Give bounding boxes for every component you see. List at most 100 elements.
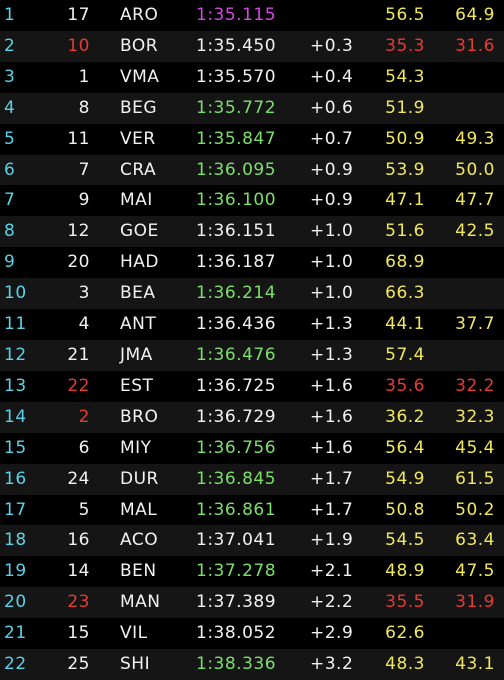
s1-cell: 47.1 (385, 190, 425, 211)
time-cell: 1:35.847 (196, 128, 277, 149)
timing-row: 15 6 MIY 1:36.756 +1.6 56.4 45.4 (0, 432, 504, 464)
pos-cell: 5 (4, 128, 16, 149)
pos-cell: 18 (4, 530, 27, 551)
s2-cell: 64.9 (455, 5, 495, 25)
s2-cell: 32.3 (455, 406, 495, 427)
gap-cell: +0.9 (310, 159, 354, 180)
timing-row: 20 23 MAN 1:37.389 +2.2 35.5 31.9 (0, 587, 504, 619)
s1-cell: 56.5 (385, 5, 425, 25)
timing-row: 2 10 BOR 1:35.450 +0.3 35.3 31.6 (0, 30, 504, 62)
driver-cell: SHI (120, 654, 151, 675)
pos-cell: 6 (4, 159, 16, 180)
s2-cell: 43.1 (455, 654, 495, 675)
s1-cell: 35.5 (385, 592, 425, 613)
gap-cell: +0.9 (310, 190, 354, 211)
s2-cell: 50.2 (455, 499, 495, 520)
gap-cell: +2.2 (310, 592, 354, 613)
pos-cell: 20 (4, 592, 27, 613)
timing-row: 7 9 MAI 1:36.100 +0.9 47.1 47.7 (0, 185, 504, 217)
driver-cell: MIY (120, 437, 152, 458)
s2-cell: 31.9 (455, 592, 495, 613)
num-cell: 1 (78, 66, 90, 87)
gap-cell: +0.7 (310, 128, 354, 149)
driver-cell: HAD (120, 252, 160, 273)
num-cell: 16 (67, 530, 90, 551)
time-cell: 1:36.095 (196, 159, 277, 180)
driver-cell: BEN (120, 561, 157, 582)
gap-cell: +1.0 (310, 221, 354, 242)
time-cell: 1:36.845 (196, 468, 277, 489)
driver-cell: BEA (120, 283, 156, 304)
time-cell: 1:35.570 (196, 66, 277, 87)
timing-row: 18 16 ACO 1:37.041 +1.9 54.5 63.4 (0, 525, 504, 557)
s1-cell: 56.4 (385, 437, 425, 458)
num-cell: 22 (67, 375, 90, 396)
time-cell: 1:38.052 (196, 623, 277, 644)
gap-cell: +1.3 (310, 314, 354, 335)
s2-cell: 61.5 (455, 468, 495, 489)
pos-cell: 4 (4, 97, 16, 118)
s1-cell: 68.9 (385, 252, 425, 273)
gap-cell: +1.3 (310, 345, 354, 365)
driver-cell: EST (120, 375, 154, 396)
s1-cell: 51.6 (385, 221, 425, 242)
time-cell: 1:36.436 (196, 314, 277, 335)
s1-cell: 66.3 (385, 283, 425, 304)
s2-cell: 49.3 (455, 128, 495, 149)
driver-cell: ACO (120, 530, 159, 551)
num-cell: 5 (78, 499, 90, 520)
driver-cell: BRO (120, 406, 159, 427)
time-cell: 1:36.187 (196, 252, 277, 273)
driver-cell: ARO (120, 5, 159, 25)
timing-row: 22 25 SHI 1:38.336 +3.2 48.3 43.1 (0, 649, 504, 680)
driver-cell: DUR (120, 468, 159, 489)
timing-row: 3 1 VMA 1:35.570 +0.4 54.3 (0, 61, 504, 93)
num-cell: 23 (67, 592, 90, 613)
s2-cell: 32.2 (455, 375, 495, 396)
gap-cell: +1.7 (310, 468, 354, 489)
s2-cell: 50.0 (455, 159, 495, 180)
s1-cell: 62.6 (385, 623, 425, 644)
s1-cell: 51.9 (385, 97, 425, 118)
num-cell: 9 (78, 190, 90, 211)
timing-row: 1 17 ARO 1:35.115 56.5 64.9 (0, 0, 504, 31)
driver-cell: GOE (120, 221, 159, 242)
driver-cell: VIL (120, 623, 148, 644)
time-cell: 1:36.729 (196, 406, 277, 427)
num-cell: 2 (78, 406, 90, 427)
gap-cell: +3.2 (310, 654, 354, 675)
time-cell: 1:35.772 (196, 97, 277, 118)
driver-cell: MAI (120, 190, 153, 211)
gap-cell: +1.9 (310, 530, 354, 551)
num-cell: 11 (67, 128, 90, 149)
timing-row: 14 2 BRO 1:36.729 +1.6 36.2 32.3 (0, 401, 504, 433)
s2-cell: 31.6 (455, 35, 495, 56)
pos-cell: 13 (4, 375, 27, 396)
pos-cell: 17 (4, 499, 27, 520)
pos-cell: 10 (4, 283, 27, 304)
s1-cell: 50.8 (385, 499, 425, 520)
timing-row: 4 8 BEG 1:35.772 +0.6 51.9 (0, 92, 504, 124)
time-cell: 1:36.756 (196, 437, 277, 458)
gap-cell: +2.1 (310, 561, 354, 582)
timing-row: 5 11 VER 1:35.847 +0.7 50.9 49.3 (0, 123, 504, 155)
timing-row: 6 7 CRA 1:36.095 +0.9 53.9 50.0 (0, 154, 504, 186)
timing-row: 19 14 BEN 1:37.278 +2.1 48.9 47.5 (0, 556, 504, 588)
timing-row: 21 15 VIL 1:38.052 +2.9 62.6 (0, 618, 504, 650)
s1-cell: 36.2 (385, 406, 425, 427)
timing-row: 13 22 EST 1:36.725 +1.6 35.6 32.2 (0, 370, 504, 402)
s2-cell: 47.7 (455, 190, 495, 211)
driver-cell: VMA (120, 66, 160, 87)
pos-cell: 14 (4, 406, 27, 427)
s1-cell: 35.3 (385, 35, 425, 56)
time-cell: 1:36.725 (196, 375, 277, 396)
s2-cell: 63.4 (455, 530, 495, 551)
pos-cell: 1 (4, 5, 16, 25)
driver-cell: MAL (120, 499, 158, 520)
timing-row: 17 5 MAL 1:36.861 +1.7 50.8 50.2 (0, 494, 504, 526)
gap-cell: +1.0 (310, 283, 354, 304)
num-cell: 25 (67, 654, 90, 675)
s1-cell: 53.9 (385, 159, 425, 180)
pos-cell: 12 (4, 345, 27, 365)
pos-cell: 19 (4, 561, 27, 582)
